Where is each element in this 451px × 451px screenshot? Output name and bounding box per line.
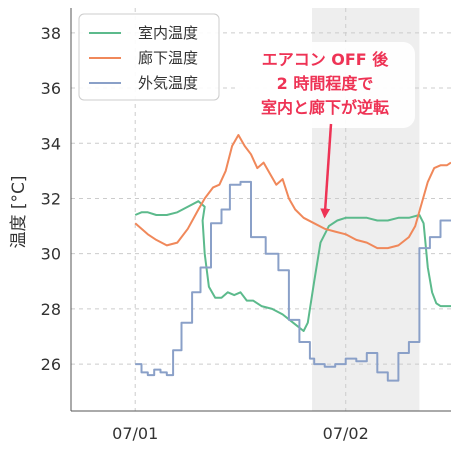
y-tick-label: 36 <box>41 79 61 98</box>
y-tick-label: 26 <box>41 355 61 374</box>
annotation-line-1: エアコン OFF 後 <box>262 50 390 69</box>
legend-box <box>78 13 220 101</box>
y-tick-label: 34 <box>41 134 61 153</box>
legend-label-2: 外気温度 <box>138 74 198 92</box>
annotation-box <box>235 42 415 128</box>
x-ticks: 07/01 07/02 <box>112 424 369 443</box>
y-axis-label: 温度 [°C] <box>9 175 29 248</box>
axes <box>70 8 451 412</box>
legend-label-0: 室内温度 <box>138 24 198 42</box>
y-tick-label: 30 <box>41 245 61 264</box>
series-layer <box>134 134 451 382</box>
x-tick-label: 07/01 <box>112 424 158 443</box>
y-tick-label: 28 <box>41 300 61 319</box>
annotation-arrow <box>320 123 333 219</box>
legend-label-1: 廊下温度 <box>138 49 198 67</box>
annotation-line-3: 室内と廊下が逆転 <box>261 98 389 117</box>
annotation-line-2: 2 時間程度で <box>277 74 374 93</box>
annotation: エアコン OFF 後 2 時間程度で 室内と廊下が逆転 <box>235 42 415 219</box>
y-ticks: 26 28 30 32 34 36 38 <box>41 24 61 374</box>
x-tick-label: 07/02 <box>323 424 369 443</box>
y-tick-label: 38 <box>41 24 61 43</box>
y-tick-label: 32 <box>41 189 61 208</box>
series-line-1 <box>134 134 451 250</box>
series-line-2 <box>135 180 451 382</box>
